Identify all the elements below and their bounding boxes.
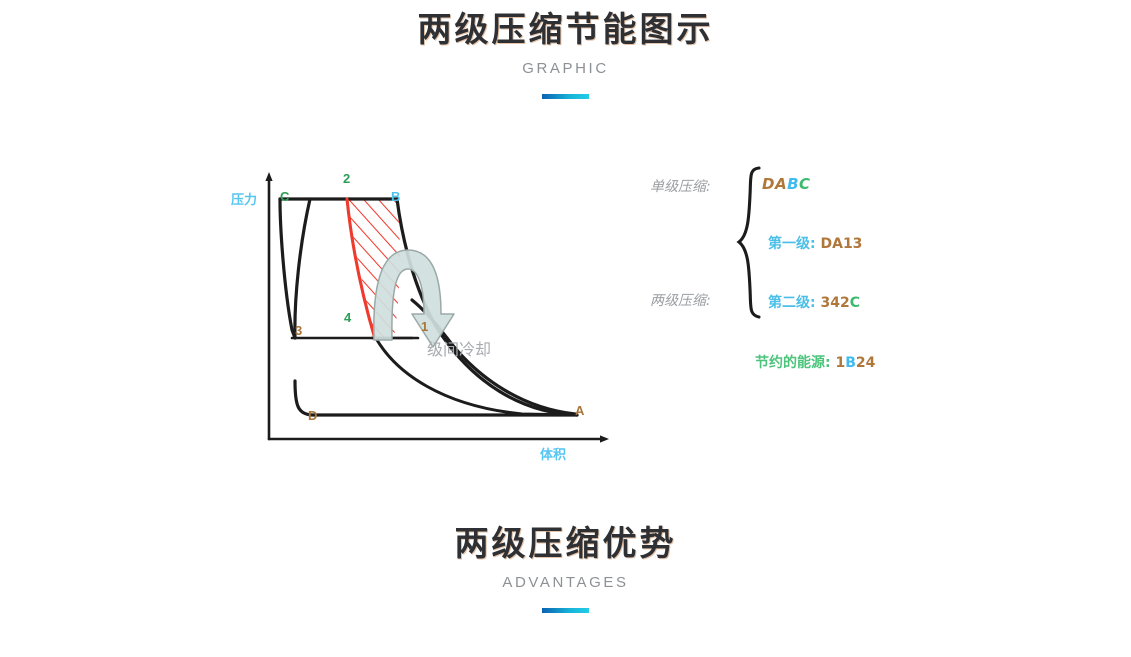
title-divider [542, 94, 589, 100]
point-label-D: D [308, 408, 318, 423]
legend-token-B2: B [845, 355, 856, 371]
section-header-advantages: 两级压缩优势 ADVANTAGES [0, 524, 1131, 614]
intercooling-label: 级间冷却 [427, 340, 492, 359]
legend-label-second-stage: 第二级: [768, 295, 816, 311]
point-label-C: C [280, 189, 290, 204]
pv-diagram: C 2 B 3 4 1 D A 压力 体积 级间冷却 [222, 158, 642, 470]
x-axis-label: 体积 [540, 448, 567, 463]
legend-row-second-stage: 第二级: 342C [768, 292, 860, 312]
legend-panel: 单级压缩: DABC 两级压缩: 第一级: DA13 第二级: 342C 节约的… [650, 165, 980, 380]
legend-token-DA: DA [762, 175, 788, 193]
page-subtitle: GRAPHIC [522, 60, 609, 78]
legend-token-342: 342 [820, 295, 850, 311]
pv-diagram-svg [265, 172, 609, 443]
legend-row-first-stage: 第一级: DA13 [768, 233, 862, 253]
point-label-3: 3 [295, 323, 303, 338]
legend-value-single-stage: DABC [762, 175, 811, 193]
legend-key-two-stage: 两级压缩: [650, 293, 711, 309]
legend-token-24: 24 [855, 355, 876, 371]
point-label-1: 1 [421, 319, 429, 334]
page-title-bottom: 两级压缩优势 [454, 524, 677, 564]
point-label-B: B [391, 189, 401, 204]
legend-row-saved-energy: 节约的能源: 1B24 [755, 352, 875, 372]
legend-key-single-stage: 单级压缩: [650, 179, 711, 195]
legend-label-saved-energy: 节约的能源: [755, 355, 831, 371]
legend-label-first-stage: 第一级: [768, 236, 816, 252]
saved-energy-outline [345, 197, 377, 341]
point-label-A: A [575, 403, 585, 418]
title-divider-bottom [542, 608, 589, 614]
intercooling-arrow [373, 249, 455, 348]
diagram-axes [267, 176, 605, 441]
legend-token-B: B [787, 175, 799, 193]
page-subtitle-bottom: ADVANTAGES [502, 574, 629, 592]
legend-token-DA13: DA13 [820, 236, 863, 252]
axis-arrowheads [265, 172, 609, 443]
curly-brace-icon [736, 166, 761, 319]
page-title: 两级压缩节能图示 [417, 10, 714, 50]
y-axis-label: 压力 [231, 193, 258, 208]
point-label-4: 4 [344, 310, 352, 325]
legend-token-C2: C [849, 295, 860, 311]
expansion-curves [375, 338, 577, 417]
legend-token-C: C [799, 175, 811, 193]
point-label-2: 2 [343, 171, 351, 186]
legend-token-1: 1 [835, 355, 846, 371]
section-header-graphic: 两级压缩节能图示 GRAPHIC [0, 10, 1131, 100]
